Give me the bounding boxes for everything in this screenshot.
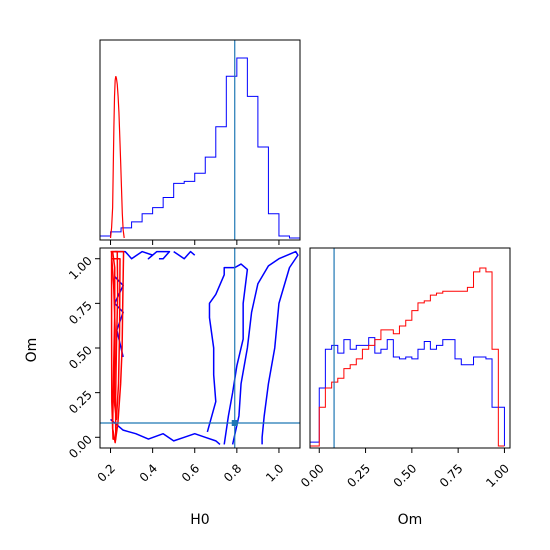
blue-contour-5 [231, 250, 299, 445]
om-histogram-plot-area [310, 248, 505, 448]
blue-contour-3 [110, 418, 221, 446]
red-contour-0 [110, 250, 119, 440]
om-histogram-blue-series [310, 337, 505, 446]
om-histogram-panel: 0.00 0.25 0.50 0.75 1.00 [298, 247, 512, 490]
joint-y-axis-ticks: 0.00 0.25 0.50 0.75 1.00 [66, 254, 100, 461]
joint-x-axis-ticks: 0.2 0.4 0.6 0.8 1.0 [95, 448, 286, 485]
blue-contour-2 [113, 276, 124, 358]
h0-histogram-panel [99, 39, 301, 245]
joint-x-tick-label-2: 0.6 [179, 461, 202, 484]
h0-histogram-blue-series [100, 57, 300, 239]
joint-contour-panel: 0.2 0.4 0.6 0.8 1.0 0.00 0.25 0.50 0.75 1.00 [66, 247, 301, 485]
joint-y-tick-label-1: 0.25 [66, 388, 95, 417]
h0-histogram-x-ticks [110, 240, 280, 245]
om-x-tick-label-1: 0.25 [344, 461, 373, 490]
blue-contour-0 [114, 250, 171, 260]
om-x-tick-label-2: 0.50 [391, 461, 420, 490]
joint-truth-marker [231, 420, 238, 426]
blue-contour-4 [206, 263, 249, 445]
om-x-tick-label-0: 0.00 [298, 461, 327, 490]
joint-y-tick-label-2: 0.50 [66, 343, 95, 372]
h0-histogram-red-series [109, 76, 125, 239]
joint-contour-plot-area [100, 248, 300, 448]
joint-x-tick-label-3: 0.8 [221, 461, 244, 484]
red-contour-2 [111, 257, 121, 421]
joint-x-tick-label-4: 1.0 [263, 461, 286, 484]
x-axis-label-om: Om [398, 512, 423, 528]
y-axis-label-om: Om [24, 338, 40, 363]
joint-y-tick-label-0: 0.00 [66, 432, 95, 461]
om-histogram-frame [309, 247, 511, 449]
blue-contour-1 [173, 250, 196, 260]
joint-x-tick-label-0: 0.2 [95, 461, 118, 484]
om-histogram-red-series [310, 267, 505, 447]
x-axis-label-h0: H0 [190, 512, 209, 528]
h0-histogram-frame [99, 39, 301, 241]
joint-y-tick-label-4: 1.00 [66, 254, 95, 283]
om-x-tick-label-4: 1.00 [483, 461, 512, 490]
om-x-tick-label-3: 0.75 [437, 461, 466, 490]
joint-y-tick-label-3: 0.75 [66, 298, 95, 327]
om-histogram-x-ticks: 0.00 0.25 0.50 0.75 1.00 [298, 448, 512, 490]
joint-x-tick-label-1: 0.4 [137, 461, 160, 484]
h0-histogram-plot-area [100, 40, 300, 240]
joint-contour-frame [99, 247, 301, 449]
